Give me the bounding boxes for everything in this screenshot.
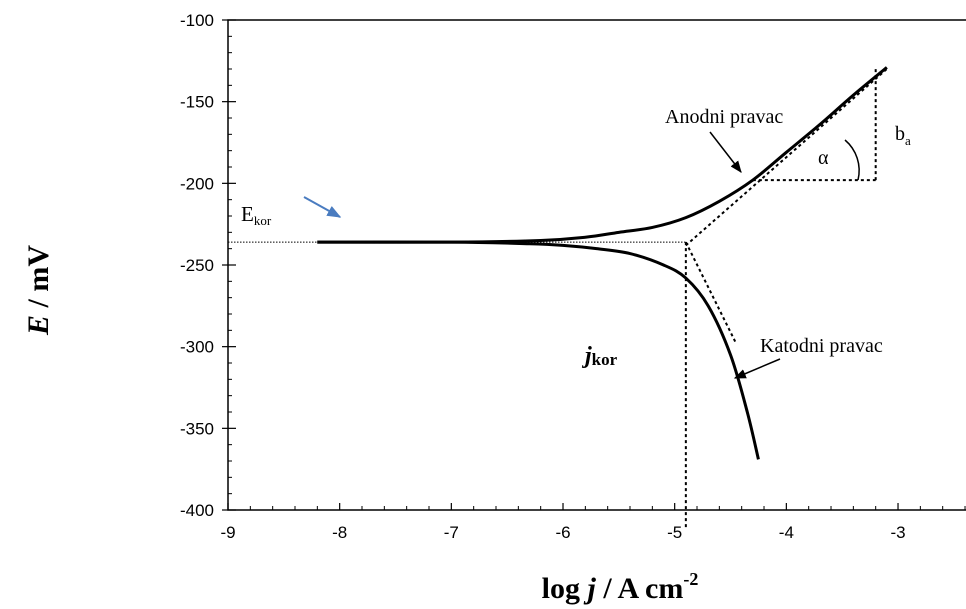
katodni-pointer-arrow: [733, 358, 781, 379]
y-axis-ticks: -100 -150 -200 -250 -300 -350 -400: [180, 11, 236, 520]
ba-label: ba: [895, 123, 911, 148]
y-tick-label: -200: [180, 174, 214, 193]
y-axis-title: E / mV: [22, 245, 55, 336]
y-tick-label: -250: [180, 256, 214, 275]
x-tick-label: -6: [555, 523, 570, 542]
x-axis-title: log j / A cm-2: [542, 569, 699, 605]
anodni-pointer-arrow: [709, 131, 742, 173]
y-tick-label: -300: [180, 338, 214, 357]
alpha-label: α: [818, 147, 829, 169]
reference-lines: [228, 67, 888, 530]
x-tick-label: -3: [890, 523, 905, 542]
alpha-angle-arc: [844, 139, 860, 181]
x-tick-label: -5: [667, 523, 682, 542]
e-kor-pointer-arrow: [303, 196, 342, 218]
series-layer: [317, 66, 888, 460]
cathodic-tafel-extrapolation: [684, 241, 737, 344]
e-kor-label: Ekor: [241, 202, 272, 228]
x-axis-ticks: -9 -8 -7 -6 -5 -4 -3: [220, 503, 966, 542]
anodic-polarization-curve: [317, 66, 888, 244]
annotations: [303, 131, 860, 379]
j-kor-label: jkor: [581, 343, 618, 369]
y-tick-label: -350: [180, 419, 214, 438]
anodic-tafel-extrapolation: [685, 68, 888, 247]
x-tick-label: -4: [779, 523, 794, 542]
y-tick-label: -100: [180, 11, 214, 30]
x-tick-label: -9: [220, 523, 235, 542]
katodni-pravac-label: Katodni pravac: [760, 335, 883, 357]
cathodic-polarization-curve: [317, 240, 760, 460]
anodni-pravac-label: Anodni pravac: [665, 106, 783, 128]
x-tick-label: -7: [444, 523, 459, 542]
y-tick-label: -150: [180, 93, 214, 112]
y-tick-label: -400: [180, 501, 214, 520]
x-tick-label: -8: [332, 523, 347, 542]
